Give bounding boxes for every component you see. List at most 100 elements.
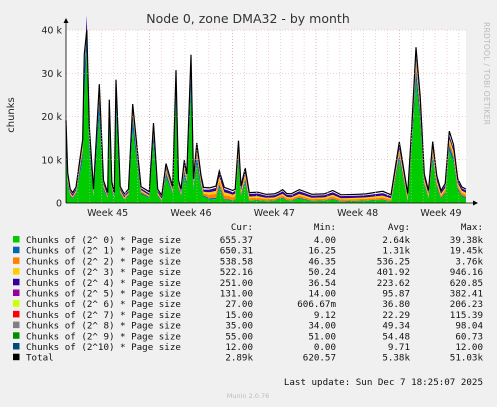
- legend-swatch: [13, 353, 20, 361]
- legend-value-avg: 223.62: [377, 278, 410, 289]
- legend-value-cur: 131.00: [220, 289, 253, 300]
- legend-value-avg: 36.80: [382, 299, 410, 310]
- plot-area: [65, 15, 467, 203]
- x-tick-label: Week 45: [87, 208, 128, 219]
- legend-entry-name: Chunks of (2^ 7) * Page size: [26, 310, 181, 321]
- legend-header: Cur:: [231, 222, 253, 233]
- legend-entry-name: Chunks of (2^ 3) * Page size: [26, 267, 181, 278]
- legend-swatch: [13, 343, 20, 350]
- legend-value-max: 206.23: [450, 299, 483, 310]
- legend-value-cur: 522.16: [220, 267, 253, 278]
- legend-entry-name: Chunks of (2^ 8) * Page size: [26, 321, 181, 332]
- legend-value-avg: 9.71: [388, 342, 410, 353]
- legend-value-max: 946.16: [450, 267, 483, 278]
- legend-entry-name: Chunks of (2^ 4) * Page size: [26, 278, 181, 289]
- legend-entry-name: Chunks of (2^ 0) * Page size: [26, 235, 181, 246]
- x-tick-label: Week 46: [170, 208, 211, 219]
- chart-title: Node 0, zone DMA32 - by month: [146, 11, 350, 26]
- y-axis-arrow: [63, 18, 69, 23]
- legend-entry-name: Chunks of (2^10) * Page size: [26, 342, 181, 353]
- legend-value-min: 0.00: [314, 342, 336, 353]
- legend-value-min: 9.12: [314, 310, 336, 321]
- legend-value-avg: 5.38k: [382, 353, 410, 364]
- legend-value-cur: 655.37: [220, 235, 253, 246]
- legend-swatch: [13, 236, 20, 243]
- legend-swatch: [13, 332, 20, 339]
- legend-value-min: 606.67m: [297, 299, 336, 310]
- legend-value-avg: 2.64k: [382, 235, 410, 246]
- y-tick-label: 20 k: [41, 112, 62, 123]
- legend-value-max: 3.76k: [455, 256, 483, 267]
- legend-value-cur: 251.00: [220, 278, 253, 289]
- legend: Cur: Min: Avg: Max: Chunks of (2^ 0) * Page …: [13, 222, 483, 364]
- legend-header: Avg:: [388, 222, 410, 233]
- legend-swatch: [13, 268, 20, 275]
- legend-value-min: 46.35: [308, 256, 336, 267]
- legend-value-cur: 55.00: [225, 331, 253, 342]
- legend-swatch: [13, 246, 20, 254]
- legend-entry-name: Chunks of (2^ 1) * Page size: [26, 246, 181, 257]
- legend-value-avg: 1.31k: [382, 246, 410, 257]
- x-tick-label: Week 49: [420, 208, 461, 219]
- legend-value-max: 19.45k: [450, 246, 484, 257]
- legend-value-cur: 12.00: [225, 342, 253, 353]
- legend-swatch: [13, 321, 20, 329]
- legend-swatch: [13, 300, 20, 307]
- legend-value-min: 51.00: [308, 331, 336, 342]
- legend-value-min: 14.00: [308, 289, 336, 300]
- legend-value-avg: 49.34: [382, 321, 410, 332]
- legend-swatch: [13, 257, 20, 264]
- legend-value-max: 60.73: [455, 331, 483, 342]
- legend-value-avg: 401.92: [377, 267, 410, 278]
- legend-value-max: 12.00: [455, 342, 483, 353]
- y-tick-label: 40 k: [41, 26, 62, 37]
- legend-value-min: 16.25: [308, 246, 336, 257]
- legend-value-cur: 2.89k: [225, 353, 253, 364]
- legend-header: Max:: [461, 222, 483, 233]
- legend-value-cur: 650.31: [220, 246, 253, 257]
- y-ticks: 0 10 k 20 k 30 k 40 k: [41, 26, 62, 210]
- legend-value-min: 50.24: [308, 267, 336, 278]
- x-ticks: Week 45 Week 46 Week 47 Week 48 Week 49: [87, 208, 461, 219]
- legend-value-cur: 15.00: [225, 310, 253, 321]
- last-update: Last update: Sun Dec 7 18:25:07 2025: [284, 377, 483, 388]
- legend-value-max: 620.85: [450, 278, 483, 289]
- legend-value-avg: 95.87: [382, 289, 410, 300]
- legend-entry-name: Chunks of (2^ 2) * Page size: [26, 256, 181, 267]
- legend-swatch: [13, 310, 20, 318]
- legend-entry-name: Chunks of (2^ 9) * Page size: [26, 331, 181, 342]
- legend-value-max: 115.39: [450, 310, 483, 321]
- y-tick-label: 30 k: [41, 69, 62, 80]
- legend-value-min: 36.54: [308, 278, 336, 289]
- legend-value-min: 620.57: [303, 353, 336, 364]
- munin-version: Munin 2.0.76: [227, 392, 270, 400]
- legend-value-min: 4.00: [314, 235, 336, 246]
- legend-value-max: 39.38k: [450, 235, 484, 246]
- y-tick-label: 10 k: [41, 155, 62, 166]
- legend-value-min: 34.00: [308, 321, 336, 332]
- legend-value-max: 98.04: [455, 321, 483, 332]
- total-line: [65, 29, 467, 198]
- y-tick-label: 0: [56, 199, 62, 210]
- legend-header: Min:: [314, 222, 336, 233]
- legend-value-cur: 35.00: [225, 321, 253, 332]
- legend-value-avg: 22.29: [382, 310, 410, 321]
- legend-value-avg: 54.48: [382, 331, 410, 342]
- legend-swatch: [13, 278, 20, 286]
- x-axis-arrow: [473, 200, 478, 206]
- y-axis-label: chunks: [6, 97, 17, 133]
- legend-value-max: 51.03k: [450, 353, 484, 364]
- legend-value-cur: 27.00: [225, 299, 253, 310]
- axes: [63, 18, 478, 206]
- legend-entry-name: Chunks of (2^ 5) * Page size: [26, 289, 181, 300]
- x-tick-label: Week 47: [254, 208, 295, 219]
- x-grid: [77, 30, 460, 203]
- legend-value-cur: 538.58: [220, 256, 253, 267]
- legend-swatch: [13, 289, 20, 296]
- legend-value-avg: 536.25: [377, 256, 410, 267]
- side-label: RRDTOOL / TOBI OETIKER: [482, 22, 491, 125]
- legend-value-max: 382.41: [450, 289, 483, 300]
- x-tick-label: Week 48: [337, 208, 378, 219]
- legend-entry-name: Chunks of (2^ 6) * Page size: [26, 299, 181, 310]
